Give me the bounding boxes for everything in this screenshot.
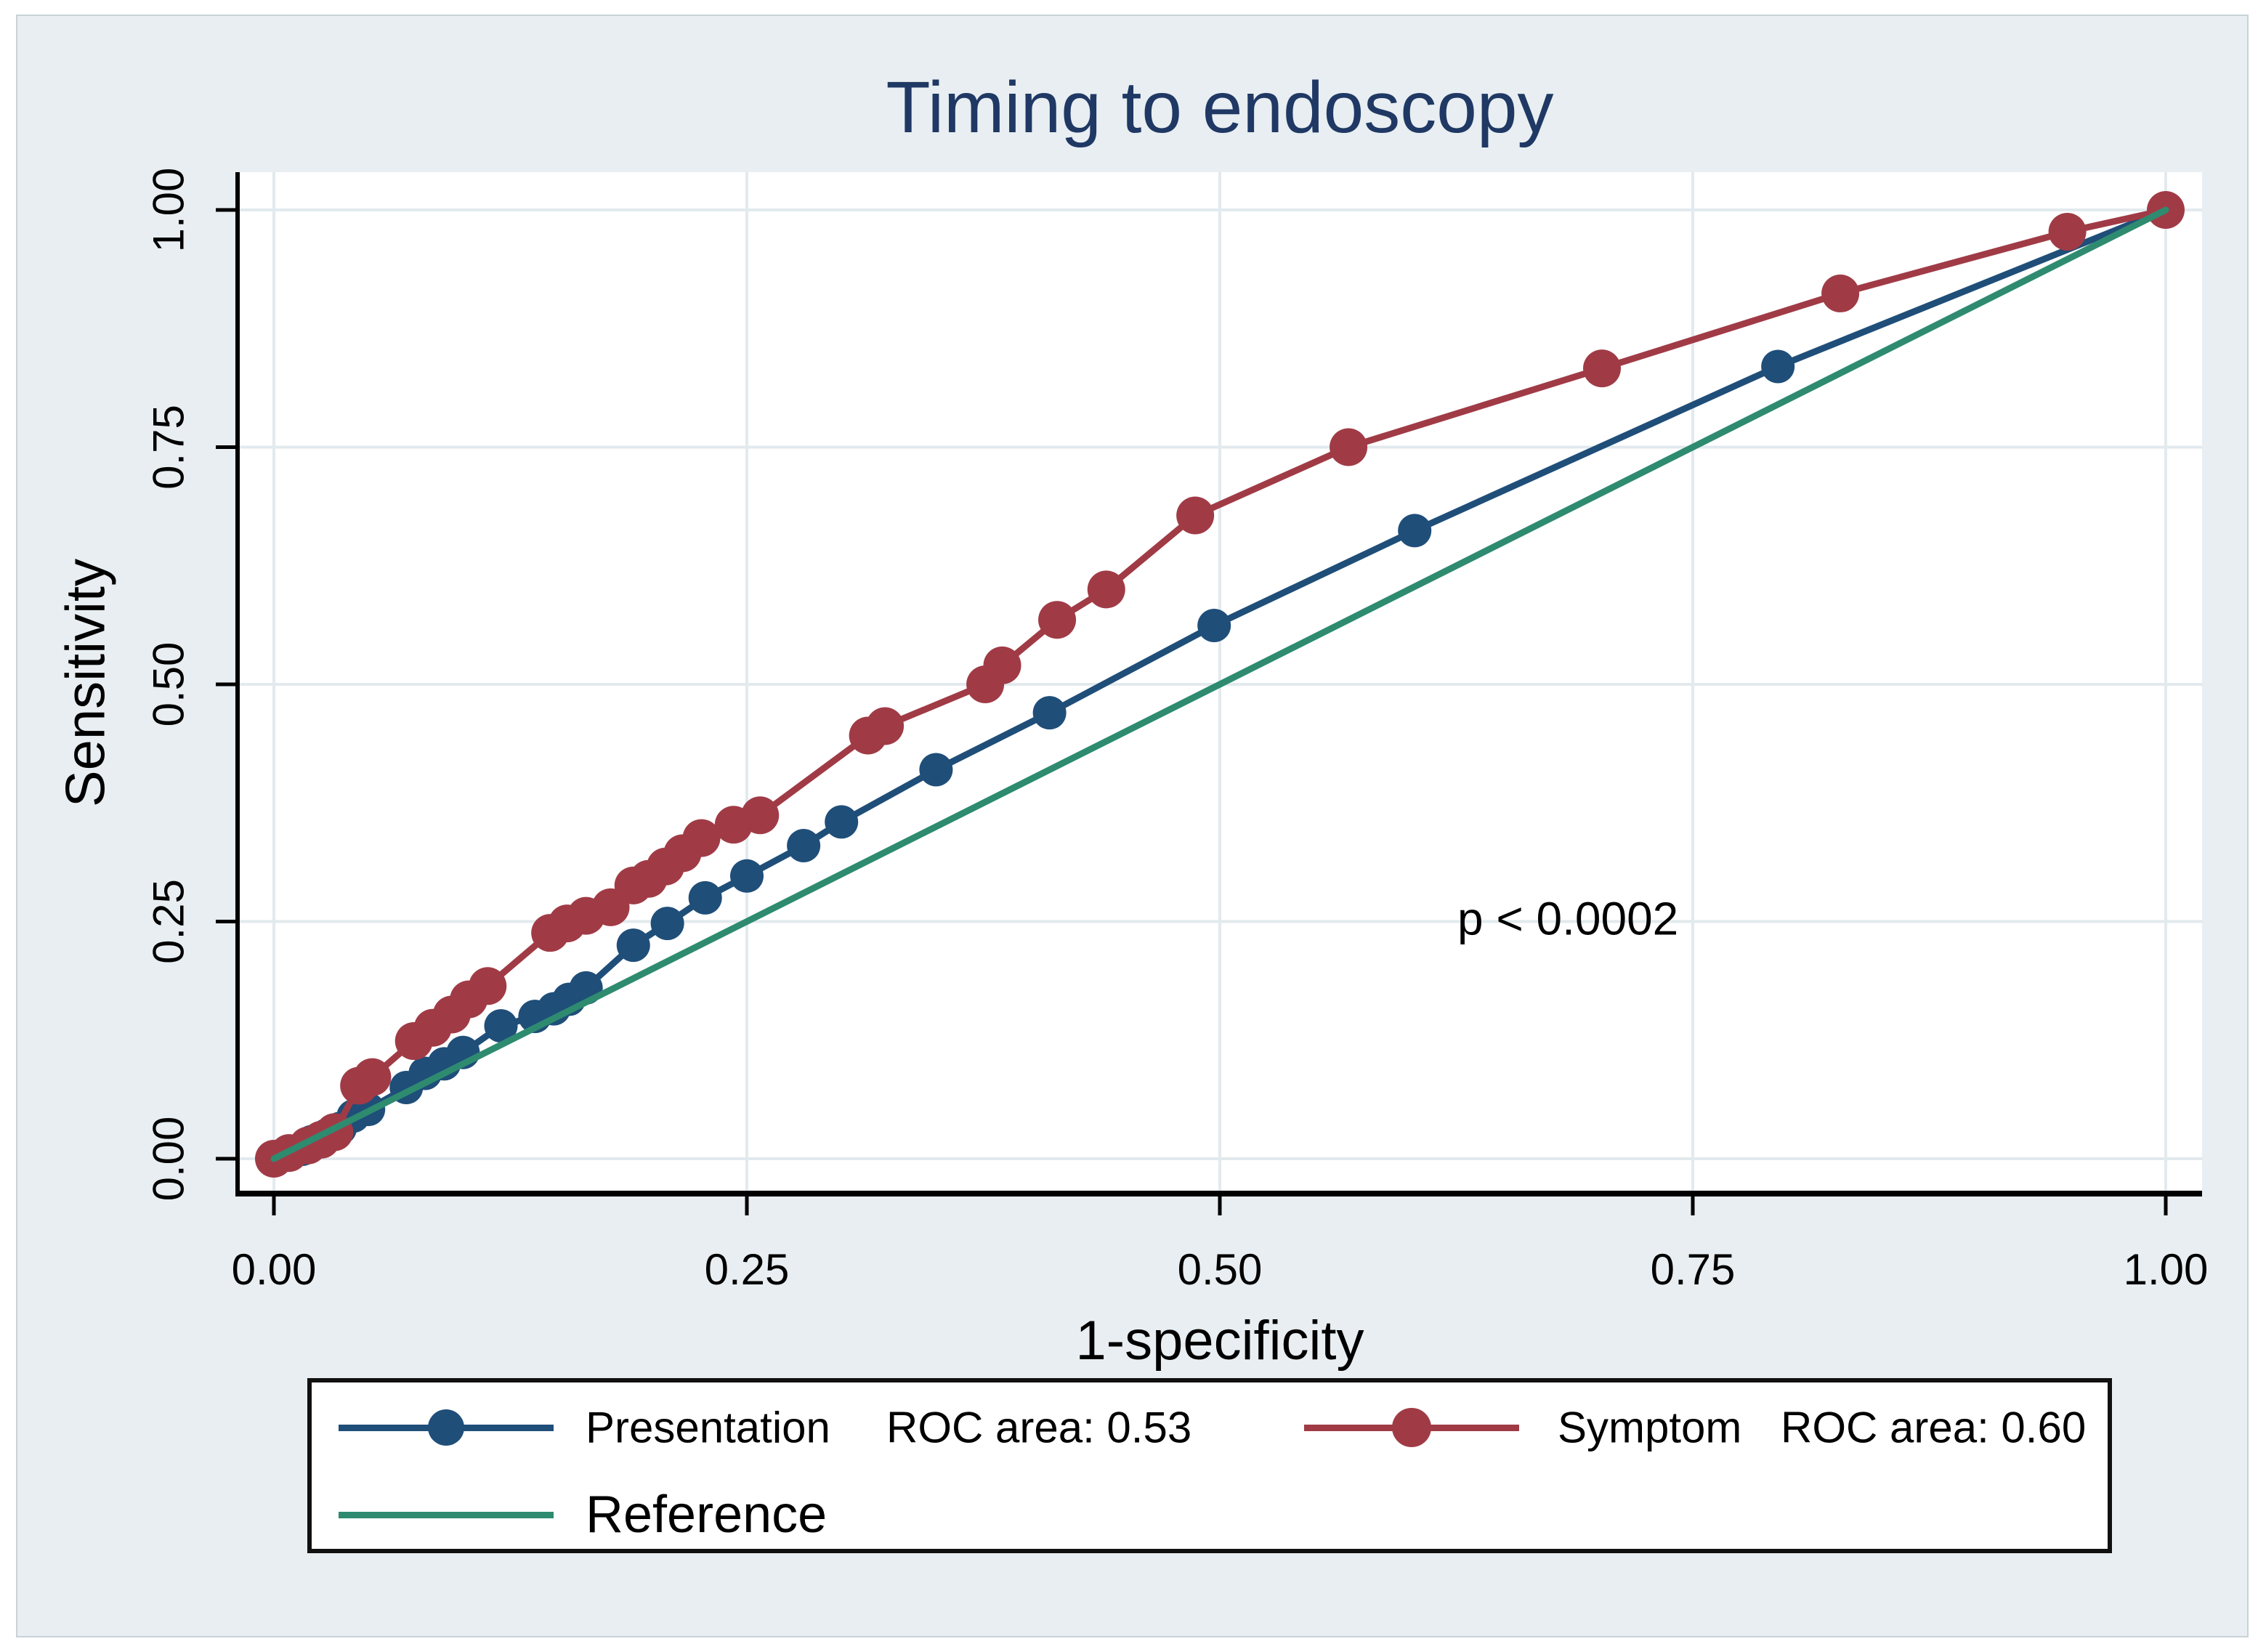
legend-label-symptom: Symptom xyxy=(1558,1403,1742,1452)
x-tick-label: 0.75 xyxy=(1651,1245,1736,1294)
presentation-marker xyxy=(1398,514,1432,548)
axes-group xyxy=(216,172,2202,1215)
legend-box: Presentation ROC area: 0.53 Symptom ROC … xyxy=(307,1378,2112,1553)
legend-sample-presentation xyxy=(339,1406,554,1449)
y-tick-label: 1.00 xyxy=(145,168,193,253)
presentation-marker xyxy=(825,805,859,839)
presentation-marker xyxy=(919,753,953,787)
presentation-marker xyxy=(616,928,650,963)
symptom-marker xyxy=(1583,349,1622,388)
y-tick-label: 0.50 xyxy=(145,642,193,727)
presentation-marker xyxy=(730,859,764,893)
presentation-marker xyxy=(787,829,821,863)
legend-roc-presentation: ROC area: 0.53 xyxy=(886,1403,1192,1452)
symptom-marker xyxy=(1087,570,1125,609)
symptom-marker xyxy=(1821,274,1860,312)
presentation-marker xyxy=(1761,349,1795,384)
x-tick-label: 0.00 xyxy=(232,1245,317,1294)
annotation-group: p < 0.0002 xyxy=(1457,893,1678,945)
legend-label-presentation: Presentation xyxy=(586,1403,830,1452)
symptom-marker xyxy=(2048,213,2087,251)
tick-labels-group: 0.00 0.25 0.50 0.75 1.00 0.00 0.25 0.50 0.75 1.00 xyxy=(145,168,2209,1294)
symptom-marker xyxy=(866,707,905,745)
y-tick-label: 0.75 xyxy=(145,405,193,490)
chart-title: Timing to endoscopy xyxy=(886,67,1554,148)
symptom-marker xyxy=(1176,496,1215,535)
presentation-marker xyxy=(1197,609,1231,643)
symptom-marker xyxy=(469,967,507,1005)
legend-roc-symptom: ROC area: 0.60 xyxy=(1781,1403,2087,1452)
presentation-marker xyxy=(484,1009,518,1043)
x-tick-label: 0.50 xyxy=(1178,1245,1263,1294)
symptom-marker-icon xyxy=(1392,1408,1431,1447)
reference-series-line xyxy=(270,206,2169,1162)
legend-label-reference: Reference xyxy=(586,1486,828,1544)
reference-line-sample xyxy=(339,1512,554,1518)
symptom-marker xyxy=(983,646,1021,684)
y-axis-title: Sensitivity xyxy=(54,558,117,808)
presentation-marker xyxy=(1032,696,1067,730)
legend-sample-reference xyxy=(339,1493,554,1536)
symptom-marker xyxy=(1038,601,1077,639)
x-axis-title: 1-specificity xyxy=(1075,1310,1364,1372)
presentation-marker-icon xyxy=(428,1409,464,1446)
x-tick-label: 1.00 xyxy=(2124,1245,2209,1294)
symptom-marker xyxy=(682,819,721,857)
symptom-marker xyxy=(353,1058,392,1096)
legend-sample-symptom xyxy=(1304,1406,1519,1449)
presentation-marker xyxy=(688,880,722,915)
x-tick-label: 0.25 xyxy=(705,1245,790,1294)
symptom-marker xyxy=(1330,428,1368,466)
y-tick-label: 0.00 xyxy=(145,1117,193,1202)
symptom-marker xyxy=(741,796,780,835)
series-group xyxy=(255,191,2185,1178)
p-value-annotation: p < 0.0002 xyxy=(1457,893,1678,945)
presentation-marker xyxy=(650,907,684,941)
y-tick-label: 0.25 xyxy=(145,879,193,964)
